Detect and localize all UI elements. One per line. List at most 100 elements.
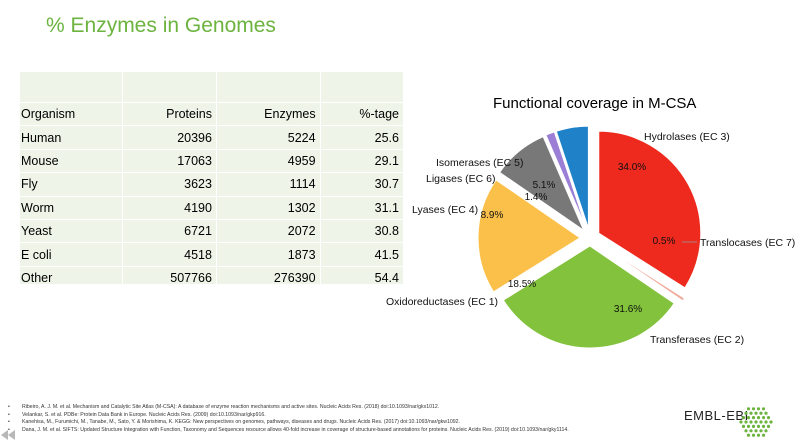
footnote-text: Velankar, S. et al. PDBe: Protein Data B… (22, 411, 266, 418)
logo-dot (761, 416, 766, 420)
logo-dot (746, 424, 751, 428)
logo-dot (751, 433, 756, 437)
table-row-mouse: Mouse 17063 4959 29.1 (20, 149, 405, 174)
logo-dot (764, 411, 768, 415)
logo-dot (761, 433, 766, 437)
footnote-references: • Ribeiro, A. J. M. et al. Mechanism and … (8, 404, 648, 434)
cell-proteins: 3623 (122, 172, 217, 197)
logo-dot (751, 407, 756, 411)
pie-slice-lyases (498, 136, 585, 232)
logo-dot (751, 424, 756, 428)
header-enzymes: Enzymes (216, 102, 321, 127)
embl-ebi-logo-icon (739, 407, 773, 437)
pie-slice-transferases (502, 245, 675, 349)
logo-dot (749, 420, 753, 424)
logo-dot (769, 420, 773, 424)
pie-slice-translocases (598, 243, 686, 302)
logo-dot (761, 424, 766, 428)
footnote-text: Kanehisa, M., Furumichi, M., Tanabe, M.,… (22, 419, 460, 426)
logo-dot (759, 411, 763, 415)
logo-dot (749, 411, 753, 415)
footnote-item: • Ribeiro, A. J. M. et al. Mechanism and … (8, 404, 648, 412)
cell-percentage: 29.1 (320, 149, 405, 174)
logo-dot (764, 429, 768, 433)
logo-dot (766, 416, 771, 420)
footnote-item: • Velankar, S. et al. PDBe: Protein Data … (8, 412, 648, 420)
header-percentage: %-tage (320, 102, 405, 127)
cell-percentage: 41.5 (320, 242, 405, 267)
pie-category-label: Ligases (EC 6) (426, 173, 495, 185)
logo-dot (751, 416, 756, 420)
cell-enzymes: 5224 (216, 125, 321, 150)
cell-enzymes: 276390 (216, 266, 321, 291)
logo-dot (764, 420, 768, 424)
cell-organism: Yeast (20, 219, 123, 244)
pie-slice-isomerases (555, 125, 589, 229)
pie-category-label: Hydrolases (EC 3) (644, 131, 730, 143)
cell-organism: Mouse (20, 149, 123, 174)
logo-dot (744, 420, 748, 424)
cell-percentage: 25.6 (320, 125, 405, 150)
cell-enzymes: 4959 (216, 149, 321, 174)
pie-value-label: 0.5% (653, 236, 676, 247)
pie-value-label: 18.5% (508, 279, 536, 290)
cell-enzymes: 1302 (216, 196, 321, 220)
enzyme-genome-table: Organism Proteins Enzymes %-tage Human 20… (20, 72, 405, 291)
logo-dot (756, 416, 761, 420)
pie-value-label: 5.1% (533, 180, 556, 191)
footnote-item: • Dana, J. M. et al. SIFTS: Updated Struc… (8, 427, 648, 435)
rewind-icon[interactable] (0, 428, 16, 442)
header-proteins: Proteins (122, 102, 217, 127)
cell-percentage: 30.8 (320, 219, 405, 244)
header-organism: Organism (20, 102, 123, 127)
cell-proteins: 507766 (122, 266, 217, 291)
cell-organism: Other (20, 266, 123, 291)
logo-dot (754, 411, 758, 415)
cell-enzymes: 2072 (216, 219, 321, 244)
logo-dot (741, 424, 746, 428)
logo-dot (746, 433, 751, 437)
table-row-other: Other 507766 276390 54.4 (20, 266, 405, 291)
cell-organism: Worm (20, 196, 123, 220)
table-row-e-coli: E coli 4518 1873 41.5 (20, 242, 405, 267)
logo-dot (756, 407, 761, 411)
slide-title: % Enzymes in Genomes (46, 14, 276, 37)
cell-organism: Fly (20, 172, 123, 197)
logo-dot (746, 407, 751, 411)
table-row-human: Human 20396 5224 25.6 (20, 125, 405, 150)
bullet-icon: • (8, 404, 10, 410)
logo-dot (759, 420, 763, 424)
table-header-row: Organism Proteins Enzymes %-tage (20, 102, 405, 127)
logo-dot (756, 433, 761, 437)
footnote-text: Ribeiro, A. J. M. et al. Mechanism and C… (22, 404, 440, 410)
table-row-fly: Fly 3623 1114 30.7 (20, 172, 405, 197)
pie-value-label: 1.4% (525, 192, 548, 203)
pie-value-label: 31.6% (614, 304, 642, 315)
cell-proteins: 17063 (122, 149, 217, 174)
table-row-worm: Worm 4190 1302 31.1 (20, 196, 405, 220)
footnote-text: Dana, J. M. et al. SIFTS: Updated Struct… (22, 426, 569, 433)
cell-proteins: 4518 (122, 242, 217, 267)
pie-category-label: Lyases (EC 4) (412, 204, 478, 216)
logo-dot (766, 424, 771, 428)
cell-enzymes: 1114 (216, 172, 321, 197)
logo-dot (756, 424, 761, 428)
logo-dot (739, 420, 743, 424)
logo-dot (759, 429, 763, 433)
pie-slice-hydrolases (598, 130, 702, 289)
bullet-icon: • (8, 419, 10, 426)
chart-title: Functional coverage in M-CSA (493, 95, 697, 112)
pie-category-label: Transferases (EC 2) (650, 334, 744, 346)
logo-dot (744, 429, 748, 433)
logo-dot (741, 416, 746, 420)
logo-dot (744, 411, 748, 415)
pie-value-label: 34.0% (618, 162, 646, 173)
bullet-icon: • (8, 426, 10, 433)
cell-percentage: 31.1 (320, 196, 405, 220)
footnote-item: • Kanehisa, M., Furumichi, M., Tanabe, M.… (8, 419, 648, 427)
pie-slice-ligases (545, 131, 587, 229)
cell-proteins: 20396 (122, 125, 217, 150)
cell-percentage: 54.4 (320, 266, 405, 291)
pie-category-label: Oxidoreductases (EC 1) (386, 296, 498, 308)
